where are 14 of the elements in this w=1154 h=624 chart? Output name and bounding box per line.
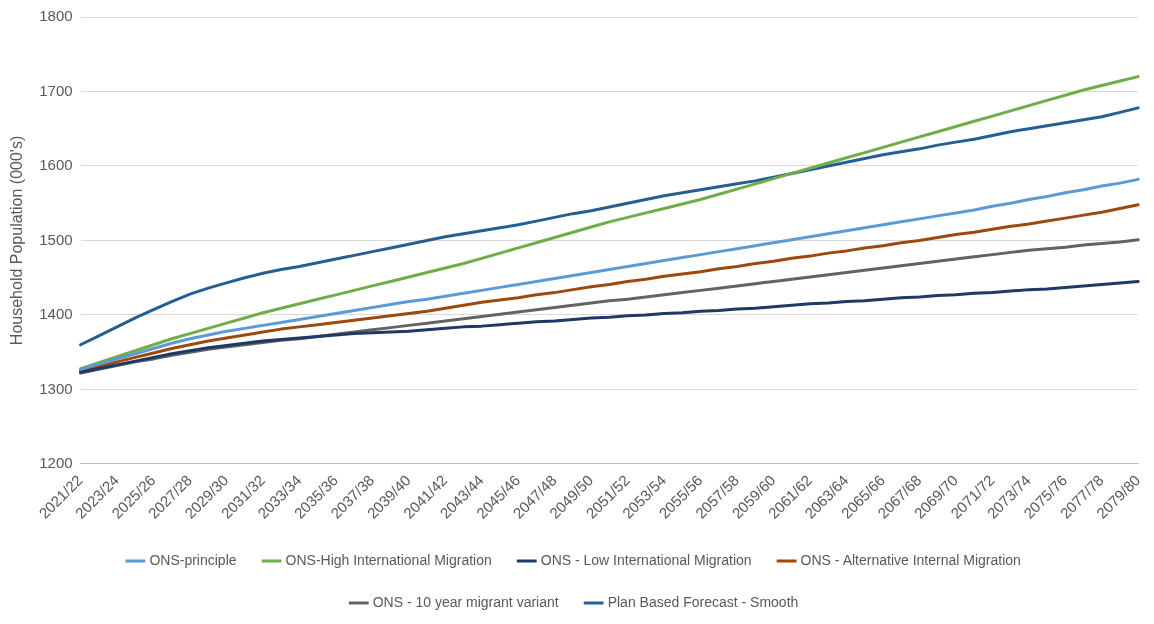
legend-label: ONS-High International Migration [285, 551, 492, 568]
y-axis-title: Household Population (000's) [8, 135, 26, 346]
y-tick-label: 1500 [39, 230, 73, 248]
legend-label: ONS - Alternative Internal Migration [800, 551, 1021, 568]
y-tick-label: 1200 [39, 454, 73, 472]
y-tick-label: 1300 [39, 379, 73, 397]
legend-label: ONS-principle [149, 551, 237, 568]
y-tick-label: 1800 [39, 7, 73, 25]
y-tick-label: 1700 [39, 81, 73, 99]
legend-label: ONS - 10 year migrant variant [372, 593, 559, 610]
y-tick-label: 1600 [39, 156, 73, 174]
y-tick-label: 1400 [39, 305, 73, 323]
legend-label: Plan Based Forecast - Smooth [607, 593, 799, 610]
legend-label: ONS - Low International Migration [540, 551, 752, 568]
